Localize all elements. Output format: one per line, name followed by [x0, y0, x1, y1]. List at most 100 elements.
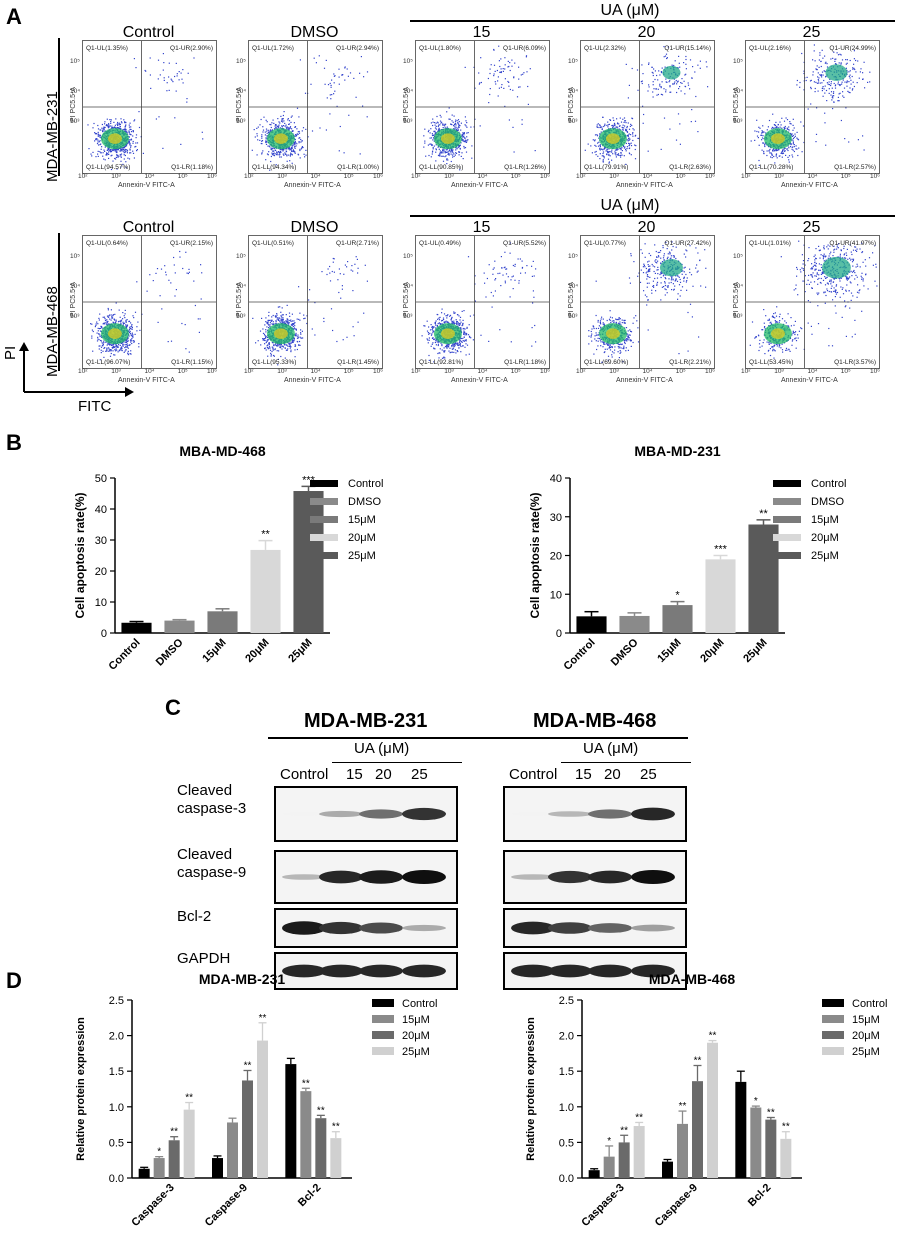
flow-dot: [787, 128, 789, 130]
flow-dot: [124, 126, 126, 128]
flow-dot: [797, 138, 799, 140]
flow-dot: [834, 58, 836, 60]
flow-dot: [289, 126, 292, 128]
flow-dot: [455, 319, 457, 321]
flow-dot: [781, 151, 783, 153]
flow-dot: [101, 336, 103, 338]
flow-dot: [201, 131, 203, 133]
flow-dot: [262, 131, 264, 133]
flow-dot: [114, 127, 116, 129]
flow-dot: [359, 72, 361, 74]
flow-dot: [437, 352, 439, 355]
flow-dot: [323, 67, 326, 69]
flow-dot: [302, 146, 304, 149]
flow-dot: [113, 318, 115, 320]
flow-dot: [107, 343, 109, 345]
flow-dot: [332, 329, 334, 332]
flow-dot: [780, 124, 782, 126]
flow-dot: [455, 342, 457, 344]
flow-dot: [279, 321, 281, 323]
flow-dot: [188, 268, 190, 270]
flow-dot: [761, 130, 763, 132]
flow-dot: [129, 139, 131, 141]
flow-dot: [458, 123, 460, 125]
flow-dot: [105, 323, 107, 325]
flow-dot: [608, 151, 610, 153]
flow-dot: [817, 76, 819, 78]
flow-dot: [651, 66, 653, 68]
flow-dot: [838, 100, 840, 102]
flow-dot: [512, 275, 514, 277]
flow-dot: [617, 148, 619, 150]
flow-dot: [299, 312, 301, 314]
flow-dot: [777, 127, 779, 129]
flow-dot: [648, 63, 650, 65]
flow-dot: [797, 154, 799, 157]
flow-dot: [272, 354, 275, 357]
flow-dot: [676, 91, 678, 94]
flow-dot: [807, 108, 809, 110]
flow-dot: [599, 124, 601, 127]
flow-dot: [266, 347, 268, 349]
flow-dot: [855, 71, 857, 73]
flow-dot: [627, 122, 629, 124]
flow-dot: [269, 146, 271, 148]
flow-dot: [168, 62, 170, 64]
flow-dot: [654, 70, 656, 72]
flow-dot: [108, 343, 110, 345]
flow-dot: [621, 126, 623, 128]
flow-tick-y: 10⁴: [70, 88, 81, 95]
flow-dot: [450, 153, 452, 155]
flow-dot: [464, 66, 466, 68]
flow-dot: [498, 87, 500, 89]
flow-dot: [133, 157, 135, 159]
flow-dot: [792, 149, 794, 151]
flow-dot: [828, 92, 830, 94]
flow-dot: [616, 154, 619, 156]
flow-dot: [802, 125, 805, 127]
flow-dot: [286, 304, 288, 306]
flow-dot: [124, 317, 126, 319]
flow-dot: [103, 126, 105, 128]
flow-dot: [275, 316, 277, 318]
flow-dot: [109, 350, 111, 352]
flow-tick-x: 10⁵: [343, 173, 354, 180]
flow-dot: [364, 264, 366, 266]
flow-dot: [655, 88, 657, 90]
flow-dot: [766, 150, 768, 152]
flow-dot: [276, 154, 278, 156]
flow-dot: [122, 129, 124, 131]
flow-dot: [301, 140, 303, 142]
flow-dot: [181, 78, 183, 80]
flow-dot: [363, 312, 365, 314]
flow-dot: [674, 60, 676, 62]
flow-dot: [462, 135, 464, 137]
flow-dot: [287, 128, 289, 131]
flow-dot: [465, 139, 467, 141]
flow-dot: [607, 121, 609, 123]
flow-dot: [508, 81, 510, 83]
flow-dot: [106, 153, 108, 155]
flow-dot: [291, 115, 293, 117]
flow-dot: [617, 122, 619, 124]
flow-dot: [256, 154, 258, 156]
flow-dot: [625, 163, 627, 165]
flow-dot: [488, 102, 490, 104]
flow-dot: [114, 354, 116, 356]
flow-dot: [97, 150, 99, 152]
flow-dot: [652, 72, 654, 74]
flow-dot: [851, 75, 853, 78]
flow-dot: [115, 350, 117, 352]
flow-dot: [458, 323, 460, 326]
flow-dot: [348, 114, 350, 116]
flow-dot: [437, 323, 439, 325]
flow-dot: [756, 130, 758, 133]
flow-dot: [124, 129, 126, 131]
flow-tick-x: 10²: [576, 173, 586, 180]
flow-dot: [265, 141, 267, 144]
flow-dot: [128, 329, 130, 331]
flow-dot: [454, 121, 457, 123]
flow-quad-ll: Q1-LL(70.28%): [749, 164, 793, 171]
flow-dot: [125, 349, 127, 351]
flow-dot: [110, 150, 112, 153]
